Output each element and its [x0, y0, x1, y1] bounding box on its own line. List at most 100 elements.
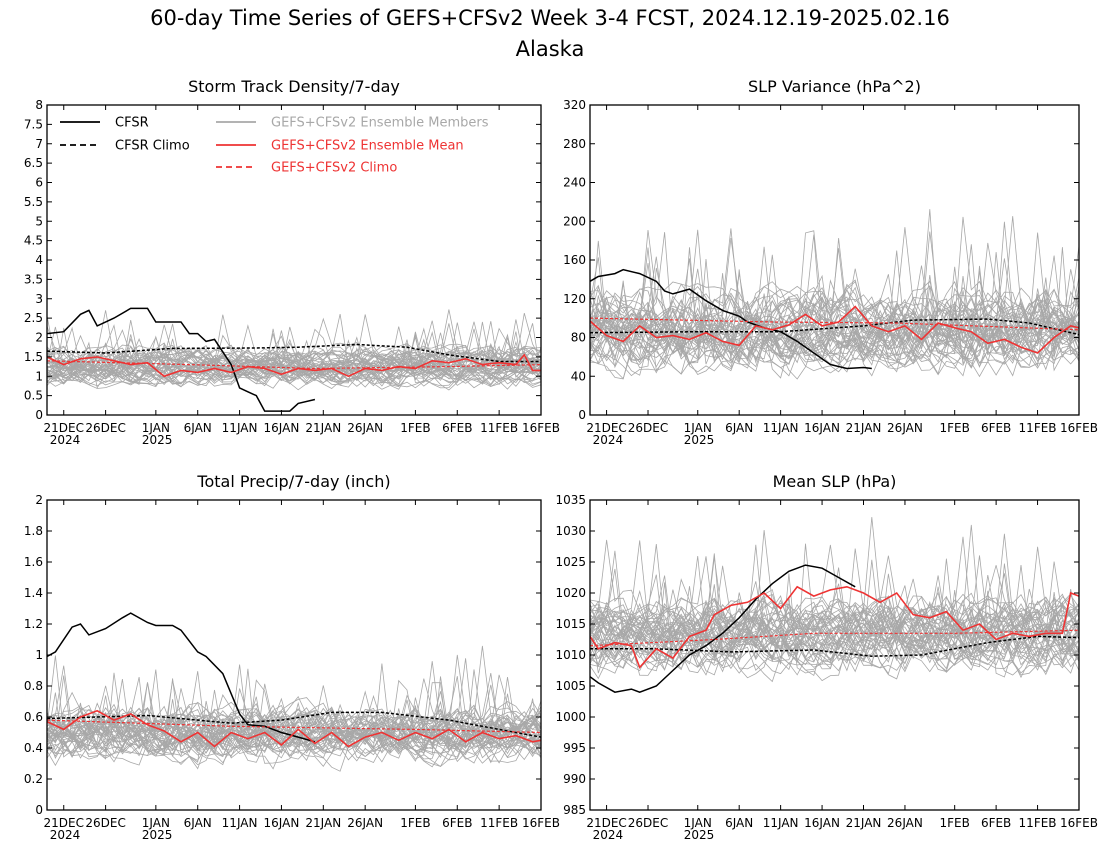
series-ens_mean — [47, 353, 541, 378]
ensemble-member-line — [47, 699, 541, 767]
ensemble-member-line — [590, 247, 1079, 353]
y-tick-label: 1.5 — [24, 350, 43, 364]
y-tick-label: 985 — [563, 803, 586, 817]
x-tick-label: 1JAN — [142, 421, 170, 435]
panel-title: Total Precip/7-day (inch) — [196, 472, 390, 491]
ensemble-members — [590, 517, 1079, 683]
x-tick-label: 6FEB — [981, 421, 1011, 435]
ensemble-member-line — [47, 314, 541, 380]
series-ens_mean — [590, 305, 1079, 354]
y-tick-label: 1000 — [555, 710, 586, 724]
plot-area — [47, 612, 541, 772]
x-tick-label: 26JAN — [887, 816, 923, 830]
y-tick-label: 4 — [35, 253, 43, 267]
x-tick-label: 11JAN — [763, 816, 799, 830]
y-tick-label: 0.2 — [24, 772, 43, 786]
ensemble-member-line — [590, 543, 1079, 665]
x-tick-label: 16JAN — [264, 816, 300, 830]
ensemble-member-line — [590, 557, 1079, 666]
series-cfsr — [590, 564, 856, 694]
ensemble-member-line — [47, 321, 541, 383]
chart-panel-3: Total Precip/7-day (inch)00.20.40.60.811… — [24, 472, 560, 842]
ensemble-member-line — [590, 630, 1079, 676]
y-tick-label: 280 — [563, 137, 586, 151]
ensemble-member-line — [590, 573, 1079, 678]
ensemble-member-line — [590, 252, 1079, 373]
legend-label-cfsr_climo: CFSR Climo — [115, 139, 190, 154]
x-tick-label: 1FEB — [400, 421, 430, 435]
x-tick-label: 11JAN — [222, 421, 258, 435]
x-tick-label: 1JAN — [684, 816, 712, 830]
series-cfsr_climo — [590, 318, 1079, 336]
x-tick-label: 16JAN — [264, 421, 300, 435]
series-ens_mean — [47, 709, 541, 748]
x-tick-label: 1FEB — [939, 816, 969, 830]
ensemble-members — [47, 309, 541, 391]
series-cfsr — [590, 268, 872, 370]
y-tick-label: 1 — [35, 648, 43, 662]
x-tick-label: 1FEB — [400, 816, 430, 830]
panel-title: SLP Variance (hPa^2) — [748, 77, 921, 96]
series-ens_climo — [47, 719, 541, 734]
x-tick-label: 1JAN — [684, 421, 712, 435]
x-tick-label: 1FEB — [939, 421, 969, 435]
plot-area — [47, 307, 541, 412]
y-tick-label: 2 — [35, 493, 43, 507]
ensemble-member-line — [47, 726, 541, 768]
x-tick-label: 26DEC — [85, 816, 125, 830]
ensemble-member-line — [590, 573, 1079, 658]
y-tick-label: 7 — [35, 137, 43, 151]
ensemble-member-line — [47, 676, 541, 757]
y-tick-label: 8 — [35, 98, 43, 112]
y-tick-label: 1 — [35, 369, 43, 383]
x-tick-label: 11JAN — [763, 421, 799, 435]
y-tick-label: 0 — [578, 408, 586, 422]
x-tick-label: 26DEC — [628, 816, 668, 830]
y-tick-label: 320 — [563, 98, 586, 112]
series-cfsr_climo — [590, 635, 1079, 657]
series-cfsr — [47, 612, 316, 743]
ensemble-members — [47, 645, 541, 772]
ensemble-member-line — [590, 533, 1079, 634]
y-tick-label: 40 — [571, 369, 586, 383]
legend: CFSR CFSR Climo GEFS+CFSv2 Ensemble Member… — [60, 116, 489, 176]
x-tick-label: 26JAN — [887, 421, 923, 435]
y-tick-label: 6 — [35, 176, 43, 190]
y-tick-label: 0 — [35, 408, 43, 422]
chart-panel-4: Mean SLP (hPa) 985 990 995 1000 1005 1010 1015 1… — [555, 472, 1098, 842]
y-tick-label: 995 — [563, 741, 586, 755]
x-tick-label: 11FEB — [1019, 816, 1057, 830]
x-tick-label: 11FEB — [1019, 421, 1057, 435]
x-tick-label: 16JAN — [804, 816, 840, 830]
x-tick-label: 11FEB — [480, 421, 518, 435]
x-tick-label: 16FEB — [522, 816, 560, 830]
ensemble-member-line — [47, 326, 541, 375]
x-tick-label: 16FEB — [1060, 816, 1098, 830]
y-tick-label: 1.6 — [24, 555, 43, 569]
x-tick-label: 11FEB — [480, 816, 518, 830]
y-tick-label: 1.4 — [24, 586, 43, 600]
y-tick-label: 80 — [571, 331, 586, 345]
ensemble-member-line — [47, 674, 541, 736]
y-tick-label: 1035 — [555, 493, 586, 507]
x-tick-label: 26DEC — [85, 421, 125, 435]
y-tick-label: 5.5 — [24, 195, 43, 209]
legend-label-ens_climo: GEFS+CFSv2 Climo — [271, 161, 397, 176]
y-tick-label: 240 — [563, 176, 586, 190]
series-ens_climo — [47, 360, 541, 370]
x-tick-label: 6JAN — [725, 816, 753, 830]
series-ens_climo — [590, 629, 1079, 647]
ensemble-member-line — [590, 326, 1079, 380]
ensemble-member-line — [590, 575, 1079, 660]
ensemble-member-line — [47, 735, 541, 770]
ensemble-member-line — [590, 548, 1079, 640]
ensemble-member-line — [590, 536, 1079, 646]
series-cfsr_climo — [47, 711, 541, 738]
y-tick-label: 4.5 — [24, 234, 43, 248]
y-tick-label: 990 — [563, 772, 586, 786]
x-tick-label: 6JAN — [725, 421, 753, 435]
x-tick-label: 6JAN — [184, 421, 212, 435]
ensemble-member-line — [590, 556, 1079, 643]
x-tick-label: 6FEB — [981, 816, 1011, 830]
